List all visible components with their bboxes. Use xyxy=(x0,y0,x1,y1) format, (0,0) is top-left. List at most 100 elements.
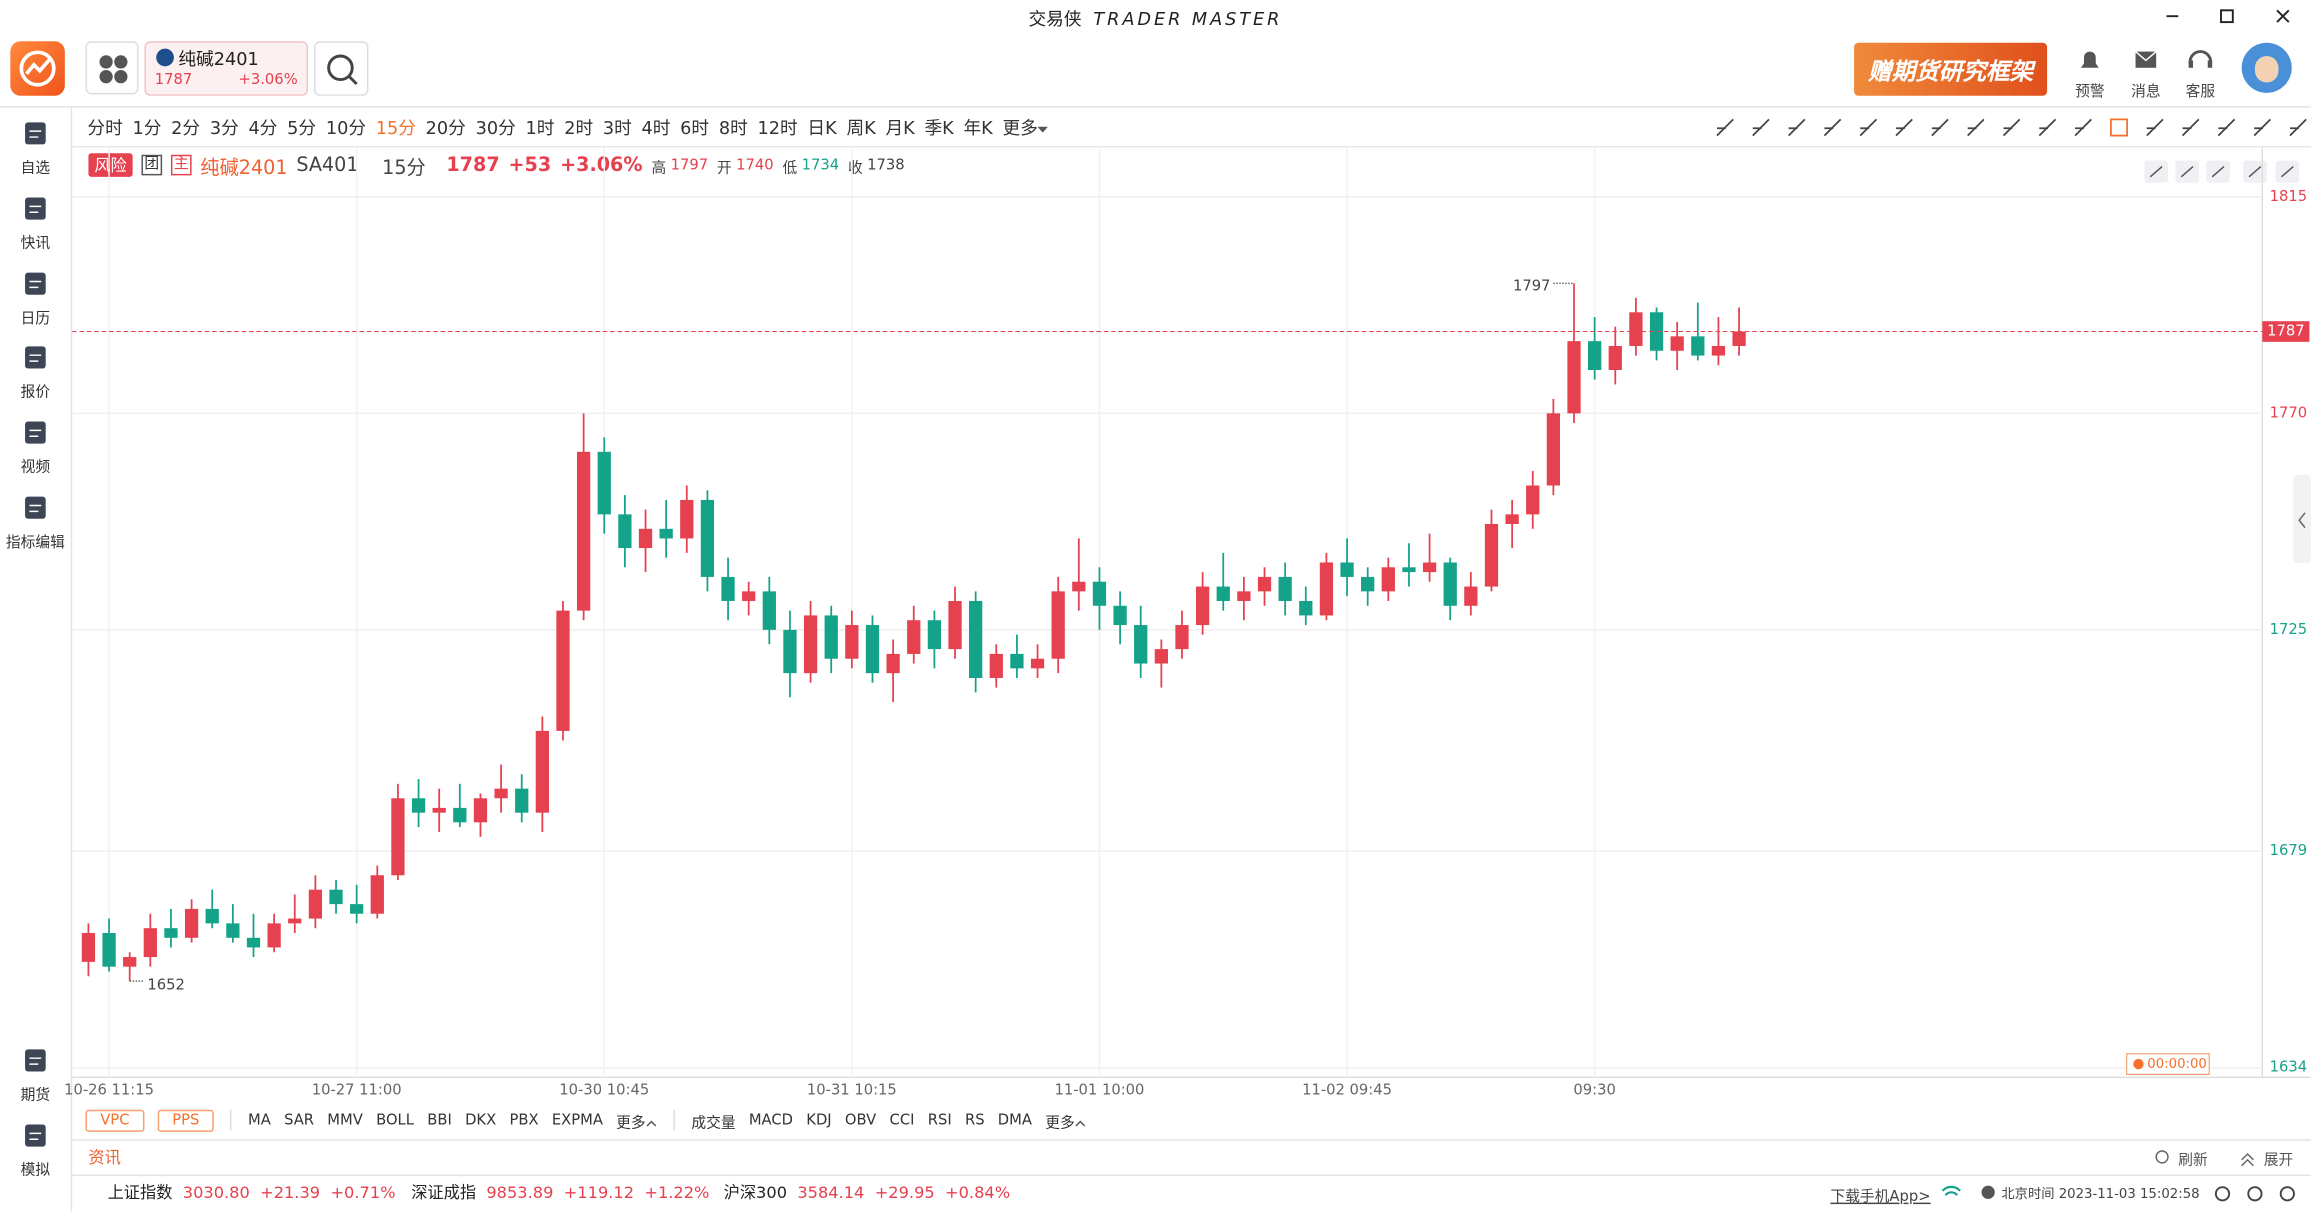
indicator-boxed[interactable]: PPS xyxy=(157,1109,215,1132)
period-tab[interactable]: 12时 xyxy=(757,117,798,138)
indicator-item[interactable]: MACD xyxy=(748,1111,794,1129)
drawing-tool-icons[interactable] xyxy=(1710,113,2307,142)
quote-name[interactable]: 纯碱2401 xyxy=(200,156,288,180)
contract-tab[interactable]: 纯碱2401 1787 +3.06% xyxy=(144,41,309,96)
news-expand[interactable]: 展开 xyxy=(2263,1152,2294,1169)
sidebar-icon xyxy=(25,122,46,145)
indicator-item[interactable]: BOLL xyxy=(376,1111,414,1129)
candle-body xyxy=(288,918,302,924)
period-tab[interactable]: 3分 xyxy=(209,117,239,138)
drawing-tools[interactable] xyxy=(1710,113,2307,142)
sidebar-item[interactable]: 指标编辑 xyxy=(0,494,71,553)
period-tab[interactable]: 2分 xyxy=(171,117,201,138)
news-title[interactable]: 资讯 xyxy=(88,1148,121,1168)
sidebar-label: 报价 xyxy=(20,385,51,402)
candle-body xyxy=(969,600,983,678)
y-tick-label: 1770 xyxy=(2270,404,2307,421)
sidebar-icon xyxy=(25,1124,46,1147)
news-refresh[interactable]: 刷新 xyxy=(2178,1152,2208,1169)
period-tab[interactable]: 20分 xyxy=(425,117,466,138)
period-tab[interactable]: 30分 xyxy=(475,117,516,138)
chart-control-icons[interactable] xyxy=(2144,159,2306,184)
sidebar-item[interactable]: 日历 xyxy=(0,269,71,328)
candle-body xyxy=(803,615,818,674)
sidebar-item[interactable]: 快讯 xyxy=(0,194,71,253)
timer-icon xyxy=(2133,1058,2144,1070)
top-action[interactable]: 消息 xyxy=(2124,47,2168,100)
index-quote[interactable]: 上证指数 3030.80 +21.39 +0.71% xyxy=(108,1181,396,1205)
contract-change: +3.06% xyxy=(238,72,298,89)
indicator-item[interactable]: DKX xyxy=(465,1111,497,1129)
indicator-item[interactable]: RSI xyxy=(927,1111,952,1129)
app-logo[interactable] xyxy=(10,41,65,96)
period-tab[interactable]: 周K xyxy=(846,117,876,138)
search-button[interactable] xyxy=(313,41,369,96)
period-tab[interactable]: 月K xyxy=(885,117,915,138)
period-tab[interactable]: 15分 xyxy=(375,117,416,138)
indicator-item[interactable]: 成交量 xyxy=(691,1114,736,1132)
indicator-item[interactable]: DMA xyxy=(997,1111,1032,1129)
period-tab[interactable]: 年K xyxy=(963,117,993,138)
download-link[interactable]: 下载手机App> xyxy=(1830,1189,1931,1206)
sidebar-item[interactable]: 自选 xyxy=(0,119,71,178)
top-action[interactable]: 客服 xyxy=(2178,47,2222,100)
sidebar-item[interactable]: 报价 xyxy=(0,344,71,403)
period-tab[interactable]: 分时 xyxy=(87,117,123,138)
candle-body xyxy=(1113,605,1127,626)
chart-controls[interactable] xyxy=(2144,159,2306,184)
candle-body xyxy=(329,889,343,905)
index-change: +29.95 xyxy=(874,1182,935,1202)
indicator-item[interactable]: SAR xyxy=(284,1111,315,1129)
index-quote[interactable]: 深证成指 9853.89 +119.12 +1.22% xyxy=(411,1181,709,1205)
indicator-more[interactable]: 更多 xyxy=(616,1109,657,1131)
expand-icon xyxy=(2241,1152,2254,1167)
apps-button[interactable] xyxy=(85,41,139,95)
sidebar-divider xyxy=(70,107,73,1212)
refresh-icon xyxy=(2155,1150,2169,1164)
timer-label: 00:00:00 xyxy=(2147,1057,2207,1072)
contract-price: 1787 xyxy=(154,72,193,89)
period-tab[interactable]: 6时 xyxy=(680,117,710,138)
indicator-item[interactable]: MA xyxy=(248,1111,271,1129)
promo-banner[interactable]: 赠期货研究框架 xyxy=(1854,42,2048,96)
period-tab[interactable]: 5分 xyxy=(287,117,317,138)
quote-period[interactable]: 15分 xyxy=(382,156,426,180)
period-tab[interactable]: 1时 xyxy=(525,117,555,138)
sidebar-item[interactable]: 模拟 xyxy=(0,1122,71,1181)
ohlc-label: 收 xyxy=(847,159,863,177)
period-tab[interactable]: 1分 xyxy=(132,117,162,138)
candle-body xyxy=(1319,562,1334,616)
indicator-item[interactable]: KDJ xyxy=(806,1111,832,1129)
indicator-item[interactable]: PBX xyxy=(509,1111,539,1129)
top-action-icon xyxy=(2188,50,2213,68)
period-tab[interactable]: 8时 xyxy=(718,117,748,138)
indicator-more[interactable]: 更多 xyxy=(1045,1109,1086,1131)
period-tab[interactable]: 10分 xyxy=(325,117,367,138)
indicator-item[interactable]: BBI xyxy=(427,1111,452,1129)
period-tab[interactable]: 2时 xyxy=(564,117,594,138)
indicator-item[interactable]: CCI xyxy=(889,1111,915,1129)
period-tab[interactable]: 3时 xyxy=(602,117,632,138)
indicator-item[interactable]: MMV xyxy=(327,1111,363,1129)
index-quote[interactable]: 沪深300 3584.14 +29.95 +0.84% xyxy=(724,1181,1010,1205)
period-tab[interactable]: 日K xyxy=(807,117,837,138)
top-action[interactable]: 预警 xyxy=(2068,47,2112,100)
indicator-boxed[interactable]: VPC xyxy=(85,1109,145,1132)
period-tab[interactable]: 4分 xyxy=(248,117,278,138)
x-tick-label: 10-26 11:15 xyxy=(64,1082,154,1099)
indicator-item[interactable]: OBV xyxy=(844,1111,877,1129)
candle-body xyxy=(494,788,508,799)
window-control-icons[interactable] xyxy=(2155,3,2311,30)
period-tab[interactable]: 4时 xyxy=(641,117,671,138)
quote-code[interactable]: SA401 xyxy=(296,154,359,177)
sidebar-item[interactable]: 视频 xyxy=(0,419,71,478)
sidebar-item[interactable]: 期货 xyxy=(0,1046,71,1105)
quote-pct: +3.06% xyxy=(560,154,643,177)
indicator-item[interactable]: RS xyxy=(964,1111,985,1129)
user-avatar[interactable] xyxy=(2241,42,2292,93)
period-tab[interactable]: 更多 xyxy=(998,114,1053,139)
candle-body xyxy=(391,798,405,876)
indicator-item[interactable]: EXPMA xyxy=(551,1111,603,1129)
period-tab[interactable]: 季K xyxy=(924,117,954,138)
candle-body xyxy=(184,908,199,938)
